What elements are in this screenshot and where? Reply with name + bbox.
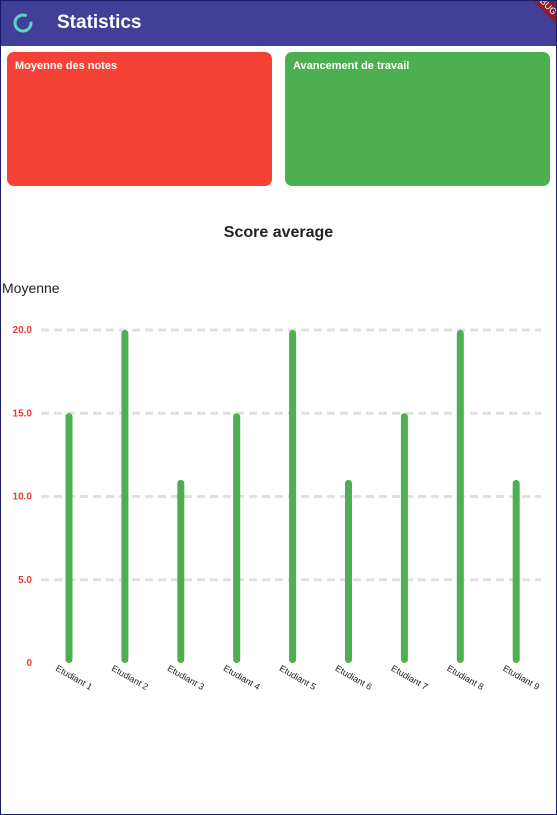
loading-spinner-icon: [13, 13, 33, 33]
bar[interactable]: [400, 413, 408, 663]
bar[interactable]: [233, 413, 241, 663]
y-axis-label: Moyenne: [2, 280, 60, 296]
average-grades-card[interactable]: Moyenne des notes: [7, 52, 272, 186]
x-tick-label: Etudiant 7: [389, 663, 429, 692]
x-tick-label: Etudiant 9: [501, 663, 541, 692]
bar[interactable]: [345, 479, 352, 663]
work-progress-card[interactable]: Avancement de travail: [285, 52, 550, 186]
x-tick-label: Etudiant 8: [445, 663, 485, 692]
x-tick-label: Etudiant 3: [166, 663, 206, 692]
y-tick-label: 0: [26, 658, 32, 669]
x-tick-label: Etudiant 5: [278, 663, 318, 692]
y-tick-label: 20.0: [13, 325, 33, 336]
y-tick-label: 10.0: [13, 492, 33, 503]
bar[interactable]: [65, 413, 73, 663]
debug-banner: DEBUG: [510, 1, 556, 36]
bar[interactable]: [289, 330, 297, 663]
page-title: Statistics: [57, 12, 142, 33]
y-tick-label: 15.0: [13, 408, 33, 419]
x-tick-label: Etudiant 6: [334, 663, 374, 692]
bar[interactable]: [121, 330, 129, 663]
bar[interactable]: [512, 479, 520, 663]
x-tick-label: Etudiant 1: [54, 663, 94, 692]
x-tick-label: Etudiant 2: [110, 663, 150, 692]
bar[interactable]: [456, 330, 464, 663]
y-tick-label: 5.0: [18, 575, 32, 586]
app-bar: Statistics DEBUG: [1, 1, 556, 46]
bar[interactable]: [177, 479, 185, 663]
x-tick-label: Etudiant 4: [222, 663, 262, 692]
work-progress-card-label: Avancement de travail: [293, 60, 410, 72]
average-grades-card-label: Moyenne des notes: [15, 60, 118, 72]
chart-title: Score average: [223, 224, 334, 241]
score-bar-chart: 0 5.0 10.0 15.0 20.0 Etudiant 1 Etudiant 2 Etud…: [13, 325, 542, 692]
